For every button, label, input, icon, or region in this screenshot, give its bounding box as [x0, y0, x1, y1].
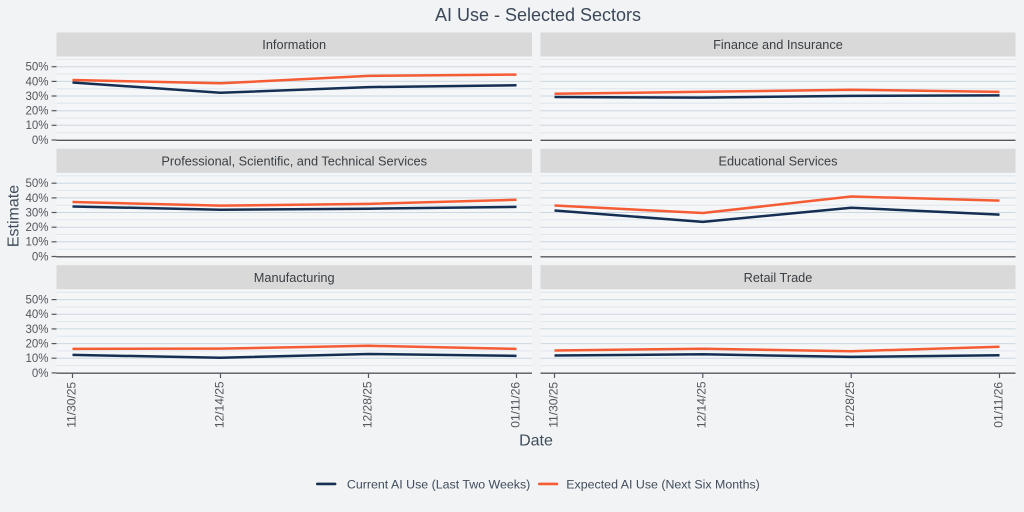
svg-text:40%: 40%: [25, 193, 48, 205]
svg-text:Expected AI Use (Next Six Mont: Expected AI Use (Next Six Months): [566, 477, 760, 491]
svg-text:10%: 10%: [25, 353, 48, 365]
svg-text:01/11/26: 01/11/26: [991, 382, 1005, 428]
svg-text:50%: 50%: [25, 295, 48, 307]
svg-text:12/28/25: 12/28/25: [843, 381, 857, 428]
svg-text:50%: 50%: [25, 62, 48, 74]
svg-text:11/30/25: 11/30/25: [546, 382, 560, 428]
svg-text:50%: 50%: [25, 178, 48, 190]
svg-text:20%: 20%: [25, 222, 48, 234]
svg-text:30%: 30%: [25, 207, 48, 219]
svg-text:0%: 0%: [32, 135, 49, 147]
svg-text:11/30/25: 11/30/25: [64, 382, 78, 428]
svg-text:40%: 40%: [25, 76, 48, 88]
svg-text:01/11/26: 01/11/26: [508, 382, 522, 428]
svg-text:Estimate: Estimate: [6, 185, 23, 247]
svg-text:20%: 20%: [25, 106, 48, 118]
svg-text:Professional, Scientific, and: Professional, Scientific, and Technical …: [161, 153, 427, 168]
svg-text:40%: 40%: [25, 309, 48, 321]
svg-text:0%: 0%: [32, 251, 49, 263]
svg-text:30%: 30%: [25, 324, 48, 336]
svg-text:12/14/25: 12/14/25: [695, 381, 709, 428]
svg-text:Finance and Insurance: Finance and Insurance: [713, 37, 843, 52]
svg-text:Date: Date: [519, 433, 553, 450]
svg-text:Retail Trade: Retail Trade: [744, 270, 813, 285]
svg-text:20%: 20%: [25, 339, 48, 351]
svg-text:AI Use - Selected Sectors: AI Use - Selected Sectors: [435, 5, 641, 25]
svg-text:30%: 30%: [25, 91, 48, 103]
svg-text:10%: 10%: [25, 237, 48, 249]
svg-text:12/14/25: 12/14/25: [212, 381, 226, 428]
svg-text:Information: Information: [262, 37, 326, 52]
svg-text:12/28/25: 12/28/25: [360, 381, 374, 428]
svg-text:0%: 0%: [32, 368, 49, 380]
svg-text:10%: 10%: [25, 120, 48, 132]
svg-text:Educational Services: Educational Services: [718, 153, 837, 168]
svg-text:Current AI Use (Last Two Weeks: Current AI Use (Last Two Weeks): [347, 477, 530, 491]
svg-text:Manufacturing: Manufacturing: [254, 270, 335, 285]
